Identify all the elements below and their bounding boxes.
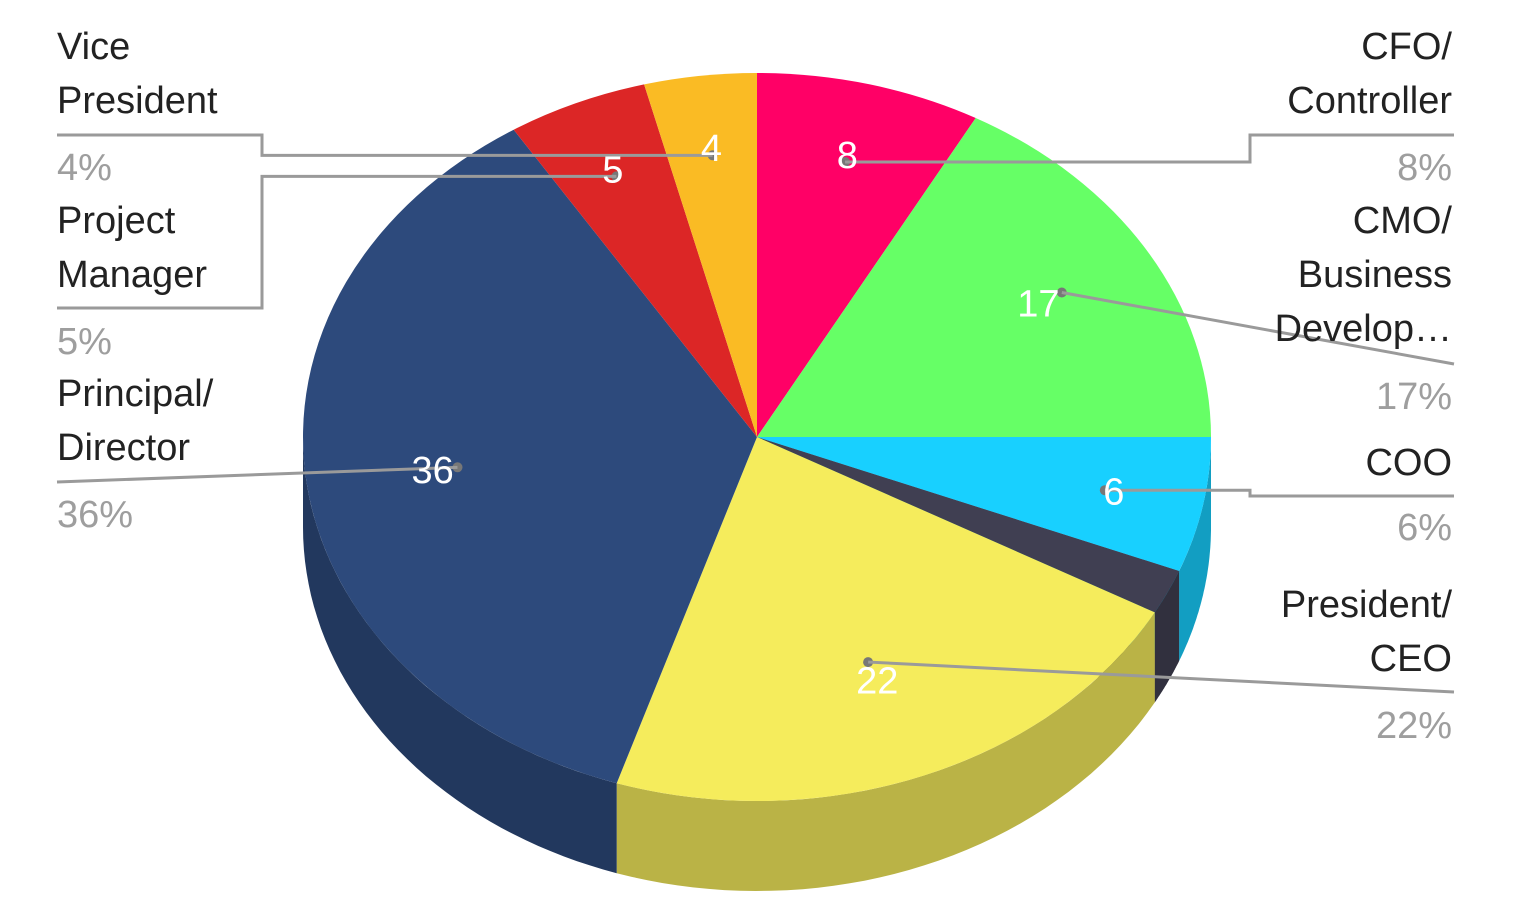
leader-dot-president-ceo (863, 657, 874, 668)
leader-line-vice-president (57, 133, 713, 157)
label-project-manager: Project Manager (57, 200, 207, 296)
leader-line-principal-director (56, 465, 458, 484)
pct-cmo-business-development: 17% (1375, 376, 1452, 418)
pct-project-manager: 5% (57, 321, 112, 363)
leader-line-project-manager (57, 174, 617, 310)
slice-principal-director (303, 129, 757, 784)
label-cmo-business-development: CMO/ Business Develop… (1274, 200, 1452, 350)
pie-tops (303, 72, 1211, 802)
data-label-cmo-business-develop: 17 (1017, 284, 1059, 326)
leader-dot-project-manager (611, 171, 622, 182)
label-cfo-controller: CFO/ Controller (1287, 26, 1452, 122)
slice-cfo-controller (757, 72, 976, 437)
slice-vice-president (644, 72, 757, 438)
data-label-vice-president: 4 (701, 128, 722, 170)
leader-dot-coo (1099, 485, 1110, 496)
leader-dot-principal-director (452, 462, 463, 473)
data-label-president-ceo: 22 (856, 661, 898, 703)
data-label-project-manager: 5 (602, 150, 623, 192)
label-principal-director: Principal/ Director (57, 373, 214, 469)
pct-president-ceo: 22% (1375, 705, 1452, 747)
leader-lines (56, 133, 1455, 694)
side-slice-3 (1154, 571, 1180, 703)
data-label-principal-director: 36 (412, 450, 454, 492)
slice-cmo-business-develop (757, 118, 1211, 437)
pct-coo: 6% (1397, 507, 1452, 549)
label-president-ceo: President/ CEO (1280, 584, 1452, 680)
pct-cfo-controller: 8% (1397, 147, 1452, 189)
leader-dot-cmo-business-develop (1056, 287, 1067, 298)
side-coo (1179, 437, 1211, 661)
leader-line-coo (1104, 488, 1454, 498)
leader-line-cmo-business-develop (1061, 290, 1455, 366)
data-label-cfo-controller: 8 (837, 135, 858, 177)
slice-slice-3 (757, 437, 1180, 613)
slice-project-manager (513, 84, 757, 438)
data-labels: 8 17 6 22 36 5 4 (412, 128, 1125, 703)
slice-coo (757, 437, 1211, 571)
slice-president-ceo (616, 437, 1155, 802)
leader-line-cfo-controller (845, 133, 1454, 164)
pct-principal-director: 36% (57, 494, 134, 536)
label-vice-president: Vice President (57, 26, 218, 122)
data-label-coo: 6 (1103, 472, 1124, 514)
side-principal-director (303, 437, 617, 874)
side-president-ceo (616, 612, 1155, 891)
leader-line-president-ceo (868, 660, 1455, 694)
pct-vice-president: 4% (57, 147, 112, 189)
label-coo: COO (1365, 442, 1452, 484)
